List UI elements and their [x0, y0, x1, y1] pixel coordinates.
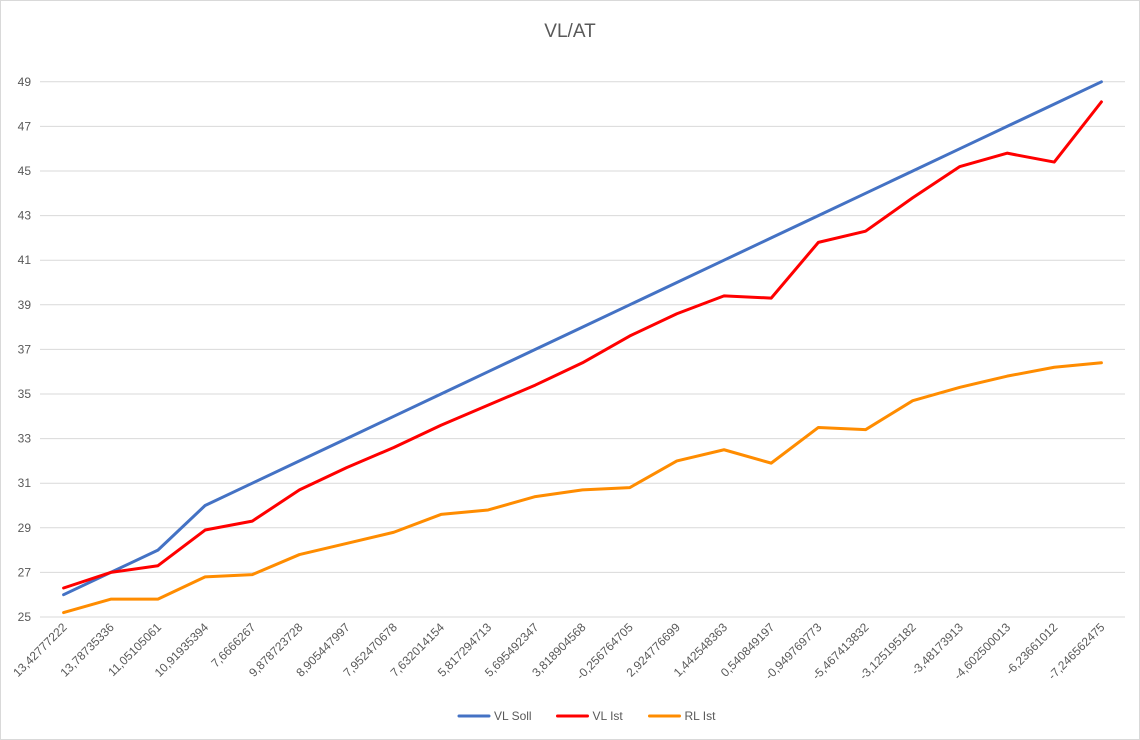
y-tick-label: 35	[18, 387, 32, 401]
y-tick-label: 39	[18, 298, 32, 312]
chart-title: VL/AT	[544, 21, 596, 42]
y-tick-label: 37	[18, 342, 32, 356]
y-tick-label: 31	[18, 476, 32, 490]
legend-label: VL Soll	[494, 709, 532, 723]
x-tick-label: 7,6666267	[208, 620, 258, 670]
legend-label: VL Ist	[593, 709, 624, 723]
y-tick-label: 49	[18, 75, 32, 89]
x-axis-ticks: 13,4277722213,7873533611,0510506110,9193…	[10, 620, 1108, 683]
y-tick-label: 25	[18, 610, 32, 624]
series-line-vl-soll	[62, 80, 1103, 597]
y-tick-label: 41	[18, 253, 32, 267]
series-line-vl-ist	[62, 100, 1103, 590]
y-tick-label: 47	[18, 119, 32, 133]
y-tick-label: 27	[18, 565, 32, 579]
gridlines	[40, 81, 1125, 618]
series-line-rl-ist	[62, 361, 1103, 615]
y-axis-ticks: 25 27 29 31 33 35 37 39 41 43 45 47 49	[18, 75, 32, 624]
y-tick-label: 45	[18, 164, 32, 178]
legend-label: RL Ist	[685, 709, 717, 723]
series-lines	[62, 80, 1103, 615]
y-tick-label: 29	[18, 521, 32, 535]
legend: VL Soll VL Ist RL Ist	[457, 709, 717, 723]
y-tick-label: 43	[18, 209, 32, 223]
y-tick-label: 33	[18, 432, 32, 446]
